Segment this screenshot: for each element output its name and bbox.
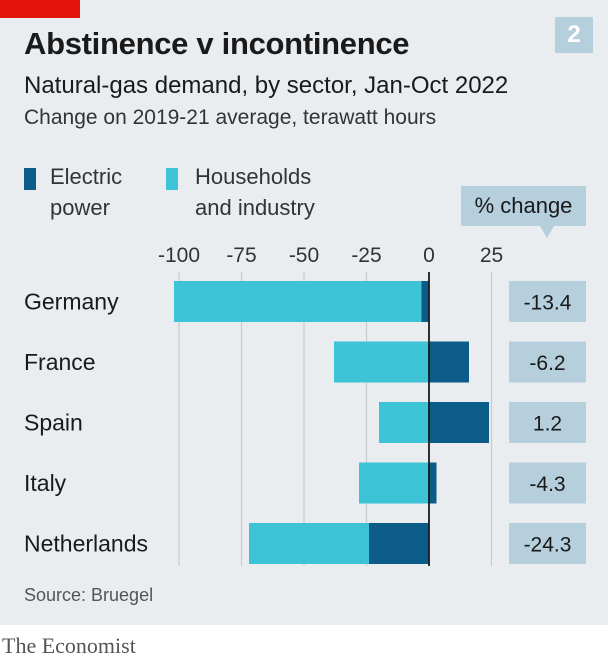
legend-households-line2: and industry — [195, 195, 315, 220]
pct-change-value: -13.4 — [524, 292, 572, 315]
bar-chart: -100 -75 -50 -25 0 25 Germany -13.4 France -6.2 Sp… — [24, 244, 586, 566]
bar-households-industry — [379, 402, 429, 443]
category-label: Netherlands — [24, 531, 148, 557]
legend-electric-line2: power — [50, 195, 110, 220]
bar-households-industry — [174, 281, 422, 322]
chart-units-note: Change on 2019-21 average, terawatt hour… — [24, 106, 437, 129]
category-label: Germany — [24, 289, 119, 315]
pct-change-box — [509, 341, 586, 383]
publisher-logo: The Economist — [2, 633, 136, 658]
bar-households-industry — [334, 341, 429, 383]
x-tick-label: 0 — [423, 244, 435, 267]
chart-number-badge: 2 — [555, 17, 593, 53]
pct-change-box — [509, 402, 586, 443]
pct-change-box — [509, 281, 586, 322]
legend-label-electric: Electric power — [50, 161, 122, 223]
legend-electric-line1: Electric — [50, 164, 123, 189]
pct-change-pointer — [540, 226, 554, 238]
x-tick-label: -100 — [158, 244, 200, 267]
legend-label-households: Households and industry — [195, 161, 315, 223]
x-tick-label: -25 — [351, 244, 381, 267]
x-tick-label: -75 — [226, 244, 256, 267]
bar-electric-power — [429, 341, 469, 383]
legend-swatch-electric — [24, 168, 36, 190]
bar-electric-power — [369, 523, 429, 564]
bar-households-industry — [359, 462, 429, 504]
x-tick-label: -50 — [289, 244, 319, 267]
category-label: Spain — [24, 410, 83, 436]
chart-title: Abstinence v incontinence — [24, 26, 410, 61]
bar-electric-power — [429, 402, 489, 443]
pct-change-header: % change — [461, 186, 586, 226]
chart-card: Abstinence v incontinence 2 Natural-gas … — [0, 0, 608, 625]
bar-electric-power — [421, 281, 429, 322]
chart-subtitle: Natural-gas demand, by sector, Jan-Oct 2… — [24, 72, 509, 99]
legend-swatch-households — [166, 168, 178, 190]
brand-tab — [0, 0, 80, 18]
pct-change-value: -6.2 — [529, 352, 565, 375]
source-note: Source: Bruegel — [24, 585, 154, 605]
bar-electric-power — [429, 462, 437, 504]
legend-households-line1: Households — [195, 164, 312, 189]
category-label: Italy — [24, 470, 67, 496]
bar-households-industry — [249, 523, 369, 564]
pct-change-value: -4.3 — [529, 473, 565, 496]
pct-change-value: 1.2 — [533, 413, 562, 436]
pct-change-value: -24.3 — [524, 534, 572, 557]
pct-change-box — [509, 462, 586, 504]
category-label: France — [24, 349, 96, 375]
x-tick-label: 25 — [480, 244, 503, 267]
pct-change-box — [509, 523, 586, 564]
